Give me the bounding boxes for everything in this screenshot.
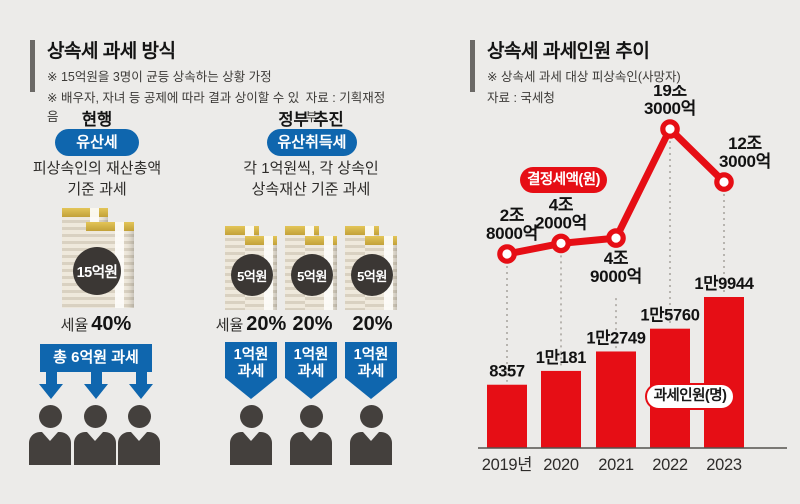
right-panel-source: 자료 : 국세청 (487, 91, 555, 105)
svg-text:2020: 2020 (543, 456, 579, 474)
per-person-tax-arrow: 1억원 과세 (345, 342, 397, 399)
right-panel-note: ※ 상속세 과세 대상 피상속인(사망자) (487, 70, 681, 84)
inheritance-acquisition-tax-badge: 유산취득세 (267, 129, 357, 156)
money-stack-illustration-small: 5억원 (225, 226, 277, 312)
proposed-tax-rate: 20% (352, 313, 393, 335)
svg-text:1만181: 1만181 (536, 348, 587, 367)
svg-text:2조: 2조 (500, 206, 525, 225)
amount-circle: 5억원 (231, 254, 273, 296)
person-icon (350, 405, 392, 465)
svg-text:1만5760: 1만5760 (640, 306, 699, 325)
amount-circle: 5억원 (291, 254, 333, 296)
current-system-description: 피상속인의 재산총액 기준 과세 (32, 160, 162, 198)
proposed-tax-rate: 세율 20% (215, 313, 287, 335)
left-panel-note-1: ※ 15억원을 3명이 균등 상속하는 상황 가정 (47, 70, 272, 84)
proposed-tax-rate: 20% (292, 313, 333, 335)
money-stack-illustration-small: 5억원 (345, 226, 397, 312)
svg-text:8000억: 8000억 (486, 224, 538, 243)
svg-text:9000억: 9000억 (590, 267, 642, 286)
svg-text:19조: 19조 (653, 85, 687, 100)
left-panel-source: 자료 : 기획재정부 (305, 91, 386, 124)
left-panel-header: 상속세 과세 방식 ※ 15억원을 3명이 균등 상속하는 상황 가정 ※ 배우… (30, 36, 395, 127)
left-panel-title: 상속세 과세 방식 (47, 41, 176, 62)
left-panel-note-2: ※ 배우자, 자녀 등 공제에 따라 결과 상이할 수 있음 (47, 91, 300, 124)
person-icon (230, 405, 272, 465)
proposed-system-description: 각 1억원씩, 각 상속인 상속재산 기준 과세 (243, 160, 379, 198)
money-stack-illustration-large: 15억원 (62, 208, 134, 308)
title-accent-bar (30, 40, 35, 92)
total-tax-callout: 총 6억원 과세 (40, 344, 152, 372)
svg-text:8357: 8357 (489, 363, 525, 381)
amount-circle: 5억원 (351, 254, 393, 296)
svg-text:3000억: 3000억 (719, 152, 771, 171)
money-stack-illustration-small: 5억원 (285, 226, 337, 312)
down-arrow-icon (39, 372, 63, 399)
svg-text:2022: 2022 (652, 456, 688, 474)
svg-text:4조: 4조 (604, 249, 629, 268)
amount-circle: 15억원 (73, 247, 121, 295)
svg-text:4조: 4조 (549, 195, 574, 214)
proposed-system-label: 정부 추진 (278, 111, 344, 129)
line-series-legend: 결정세액(원) (520, 167, 607, 193)
estate-tax-badge: 유산세 (55, 129, 139, 156)
svg-text:3000억: 3000억 (644, 99, 696, 118)
down-arrow-icon (129, 372, 153, 399)
svg-text:1만2749: 1만2749 (586, 328, 645, 347)
current-system-label: 현행 (81, 111, 113, 129)
bar-series-legend: 과세인원(명) (645, 383, 735, 410)
title-accent-bar (470, 40, 475, 92)
person-icon (74, 405, 116, 465)
per-person-tax-arrow: 1억원 과세 (285, 342, 337, 399)
svg-text:1만9944: 1만9944 (694, 274, 754, 293)
right-panel-header: 상속세 과세인원 추이 ※ 상속세 과세 대상 피상속인(사망자) 자료 : 국… (470, 36, 790, 106)
svg-text:2019년: 2019년 (482, 455, 532, 474)
right-panel-title: 상속세 과세인원 추이 (487, 41, 650, 62)
person-icon (29, 405, 71, 465)
svg-text:12조: 12조 (728, 134, 762, 153)
svg-text:2023: 2023 (706, 456, 742, 474)
person-icon (118, 405, 160, 465)
svg-text:2000억: 2000억 (535, 213, 587, 232)
down-arrow-icon (84, 372, 108, 399)
current-tax-rate: 세율 40% (60, 313, 132, 335)
per-person-tax-arrow: 1억원 과세 (225, 342, 277, 399)
person-icon (290, 405, 332, 465)
svg-text:2021: 2021 (598, 456, 634, 474)
